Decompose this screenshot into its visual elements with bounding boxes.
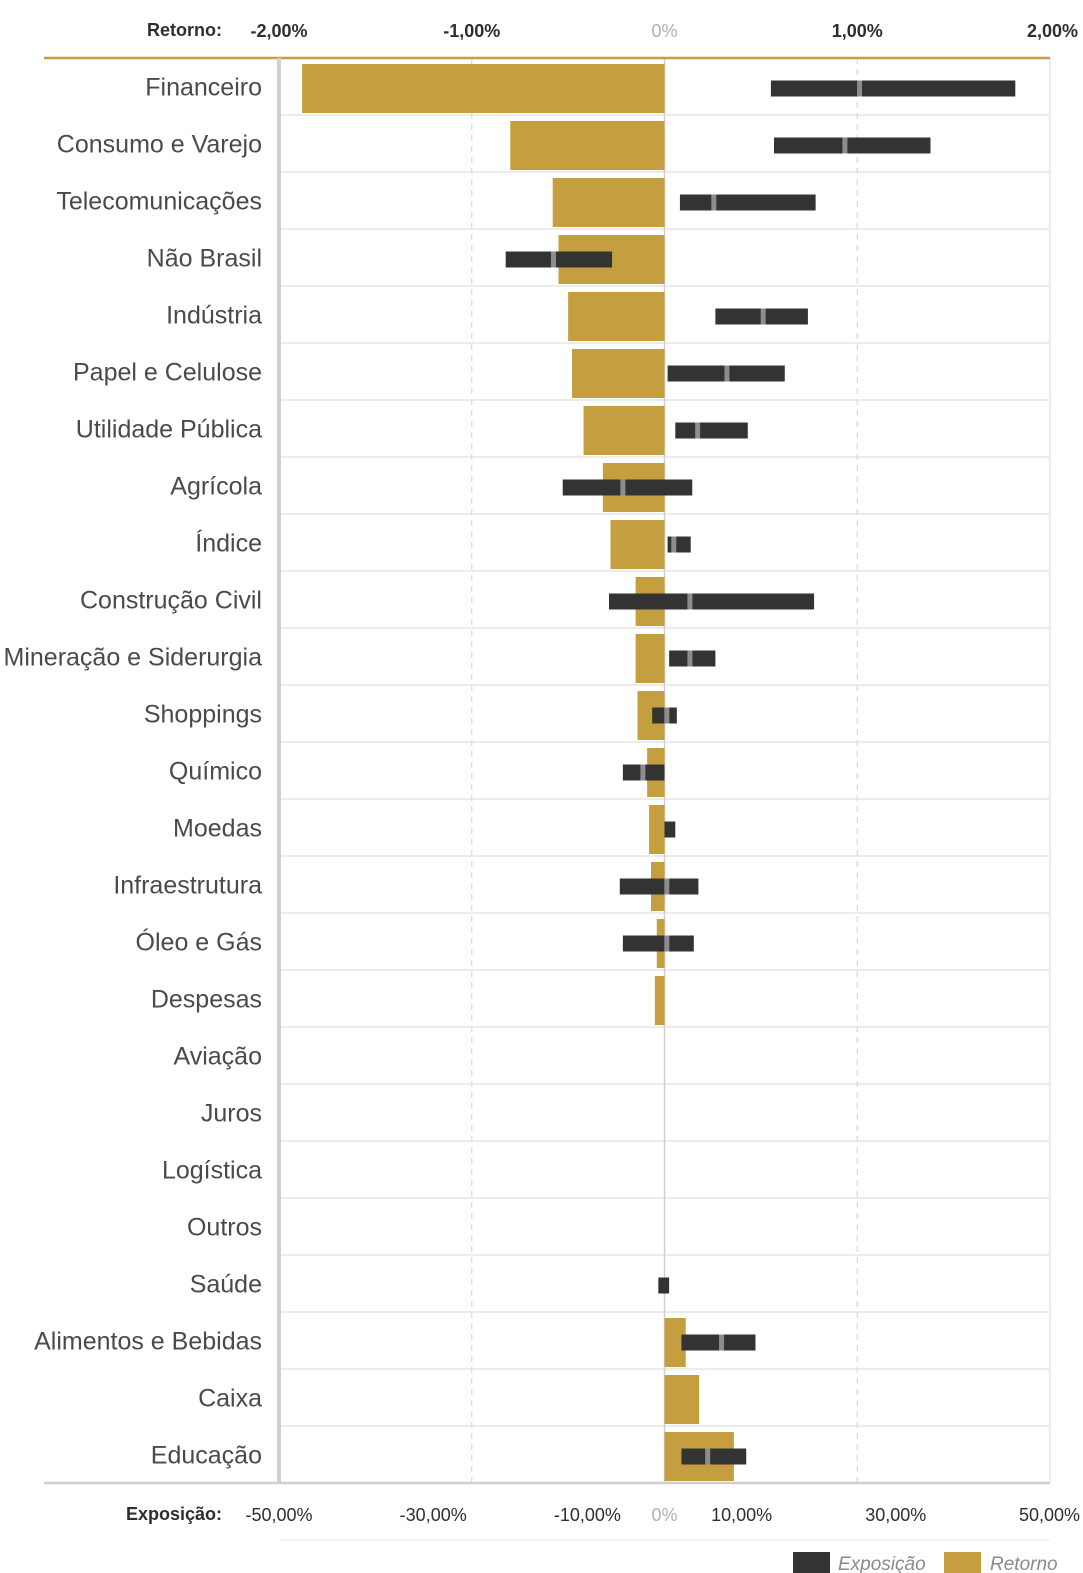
retorno-bar: [568, 292, 665, 341]
retorno-bar: [302, 64, 665, 113]
exposicao-range-bar: [562, 479, 693, 496]
category-label: Agrícola: [170, 473, 262, 501]
legend-swatch-retorno: [944, 1552, 981, 1573]
exposicao-range-bar: [608, 593, 815, 610]
bottom-tick-label: 10,00%: [711, 1505, 772, 1525]
grid-layer: [279, 58, 1051, 1483]
bottom-tick-label: -30,00%: [400, 1505, 467, 1525]
exposicao-range-bar: [681, 1334, 756, 1351]
category-label: Educação: [151, 1442, 262, 1470]
exposicao-median-tick: [695, 422, 701, 439]
retorno-bar: [571, 349, 665, 398]
retorno-bar: [552, 178, 665, 227]
exposicao-median-tick: [724, 365, 730, 382]
category-label: Saúde: [190, 1271, 262, 1299]
bottom-tick-label: 50,00%: [1019, 1505, 1080, 1525]
axes: Retorno: Exposição: -2,00% -1,00% 0% 1,00% 2…: [44, 20, 1080, 1541]
category-label: Papel e Celulose: [73, 359, 262, 387]
exposicao-bars: [505, 80, 1016, 1465]
retorno-bar: [664, 1375, 700, 1424]
top-tick-label: 0%: [651, 21, 677, 41]
retorno-bar: [635, 634, 665, 683]
exposicao-range-bar: [773, 137, 931, 154]
category-label: Indústria: [166, 302, 262, 330]
exposicao-range-bar: [622, 935, 694, 952]
category-label: Construção Civil: [80, 587, 262, 615]
retorno-bar: [649, 805, 665, 854]
legend-label-retorno: Retorno: [990, 1554, 1058, 1573]
exposicao-median-tick: [640, 764, 646, 781]
category-label: Juros: [201, 1100, 262, 1128]
exposicao-median-tick: [719, 1334, 725, 1351]
category-label: Químico: [169, 758, 262, 786]
exposicao-range-bar: [667, 536, 691, 553]
category-label: Não Brasil: [147, 245, 262, 273]
exposicao-median-tick: [705, 1448, 711, 1465]
category-label: Índice: [195, 529, 262, 558]
exposicao-median-tick: [664, 935, 670, 952]
legend: Exposição Retorno: [793, 1552, 1058, 1573]
bottom-tick-label: 30,00%: [865, 1505, 926, 1525]
legend-label-exposicao: Exposição: [838, 1554, 926, 1573]
exposicao-range-bar: [619, 878, 699, 895]
exposicao-range-bar: [658, 1277, 670, 1294]
category-label: Alimentos e Bebidas: [34, 1328, 262, 1356]
exposicao-range-bar: [664, 821, 676, 838]
exposicao-range-bar: [505, 251, 613, 268]
category-label: Óleo e Gás: [136, 928, 262, 957]
top-tick-label: 2,00%: [1027, 21, 1078, 41]
category-labels: Financeiro Consumo e Varejo Telecomunicaçõ…: [4, 74, 263, 1470]
exposicao-median-tick: [687, 650, 693, 667]
exposicao-median-tick: [620, 479, 626, 496]
category-label: Infraestrutura: [113, 872, 262, 900]
category-label: Shoppings: [144, 701, 262, 729]
exposicao-median-tick: [687, 593, 693, 610]
retorno-bar: [583, 406, 665, 455]
exposicao-median-tick: [857, 80, 863, 97]
bottom-tick-label: -50,00%: [245, 1505, 312, 1525]
category-label: Telecomunicações: [56, 188, 262, 216]
category-label: Financeiro: [145, 74, 262, 102]
legend-swatch-exposicao: [793, 1552, 830, 1573]
top-tick-label: -1,00%: [443, 21, 500, 41]
category-label: Consumo e Varejo: [57, 131, 262, 159]
exposicao-median-tick: [664, 878, 670, 895]
category-label: Outros: [187, 1214, 262, 1242]
category-label: Mineração e Siderurgia: [4, 644, 263, 672]
exposicao-median-tick: [550, 251, 556, 268]
exposicao-median-tick: [842, 137, 848, 154]
exposicao-median-tick: [671, 536, 677, 553]
retorno-bar: [664, 1318, 686, 1367]
bottom-axis-title: Exposição:: [126, 1504, 222, 1524]
top-axis-title: Retorno:: [147, 20, 222, 40]
exposicao-range-bar: [679, 194, 816, 211]
exposicao-range-bar: [681, 1448, 747, 1465]
category-label: Aviação: [174, 1043, 263, 1071]
top-tick-label: 1,00%: [832, 21, 883, 41]
exposicao-median-tick: [760, 308, 766, 325]
retorno-bar: [610, 520, 665, 569]
exposicao-range-bar: [675, 422, 748, 439]
category-label: Caixa: [198, 1385, 262, 1413]
exposicao-range-bar: [770, 80, 1016, 97]
exposicao-median-tick: [711, 194, 717, 211]
bottom-tick-label: 0%: [651, 1505, 677, 1525]
top-tick-label: -2,00%: [250, 21, 307, 41]
category-label: Logística: [162, 1157, 262, 1185]
retorno-bars: [302, 64, 734, 1481]
category-label: Moedas: [173, 815, 262, 843]
retorno-bar: [654, 976, 665, 1025]
retorno-bar: [510, 121, 665, 170]
exposicao-median-tick: [664, 707, 670, 724]
bottom-tick-label: -10,00%: [554, 1505, 621, 1525]
category-label: Utilidade Pública: [76, 416, 262, 444]
category-label: Despesas: [151, 986, 262, 1014]
